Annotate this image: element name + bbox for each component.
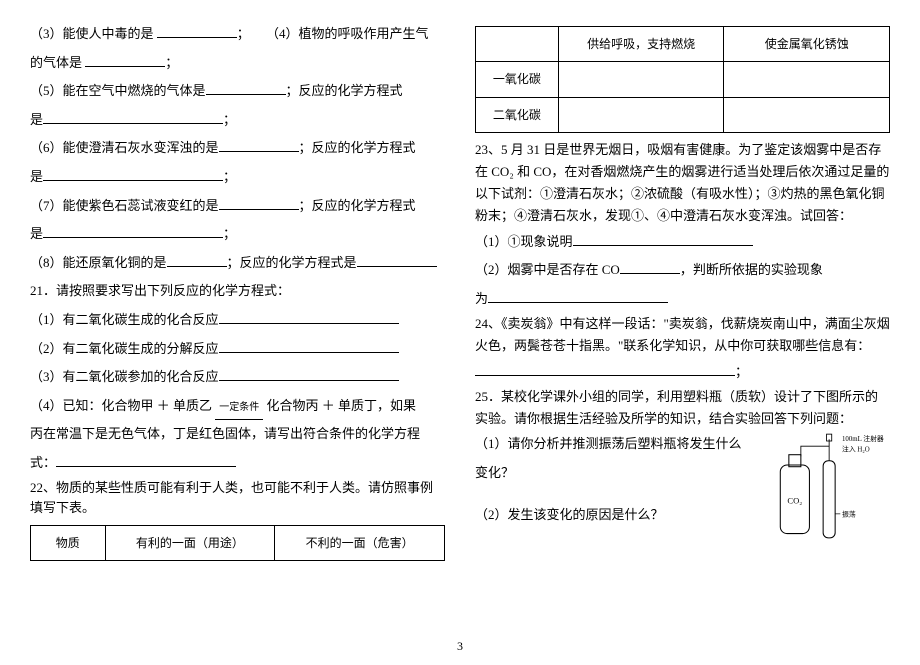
rt-h2: 使金属氧化锈蚀 bbox=[724, 27, 890, 62]
q7b-text: ；反应的化学方程式 bbox=[299, 198, 416, 213]
left-table: 物质 有利的一面（用途） 不利的一面（危害） bbox=[30, 525, 445, 561]
rt-h1: 供给呼吸，支持燃烧 bbox=[558, 27, 724, 62]
q25-text: 25．某校化学课外小组的同学，利用塑料瓶（质软）设计了下图所示的实验。请你根据生… bbox=[475, 386, 890, 430]
rt-r2c2[interactable] bbox=[558, 97, 724, 132]
q7-text: （7）能使紫色石蕊试液变红的是 bbox=[30, 198, 219, 213]
q8-eq-blank[interactable] bbox=[357, 254, 437, 267]
lt-h3: 不利的一面（危害） bbox=[275, 526, 445, 561]
q8-text: （8）能还原氧化铜的是 bbox=[30, 255, 167, 270]
q8b-text: ；反应的化学方程式是 bbox=[227, 255, 357, 270]
q21-3-blank[interactable] bbox=[219, 368, 399, 381]
q4b-text: 的气体是 bbox=[30, 55, 82, 70]
q7-is: 是 bbox=[30, 226, 43, 241]
q5b-text: ；反应的化学方程式 bbox=[286, 83, 403, 98]
rt-r1: 一氧化碳 bbox=[476, 62, 559, 97]
q22-text: 22、物质的某些性质可能有利于人类，也可能不利于人类。请仿照事例填写下表。 bbox=[30, 478, 445, 520]
q23-2-blank2[interactable] bbox=[488, 290, 668, 303]
q23-2a-text: （2）烟雾中是否存在 CO bbox=[475, 262, 620, 277]
q23-2c-text: 为 bbox=[475, 291, 488, 306]
q7-eq-blank[interactable] bbox=[43, 225, 223, 238]
q23-2b-text: ，判断所依据的实验现象 bbox=[680, 262, 823, 277]
q21-3-text: （3）有二氧化碳参加的化合反应 bbox=[30, 369, 219, 384]
q21-4a-text: （4）已知：化合物甲 ＋ 单质乙 bbox=[30, 398, 212, 413]
q7-blank[interactable] bbox=[219, 197, 299, 210]
q5-is: 是 bbox=[30, 112, 43, 127]
q5-blank[interactable] bbox=[206, 82, 286, 95]
fig-co2: CO₂ bbox=[787, 496, 802, 506]
q6b-text: ；反应的化学方程式 bbox=[299, 140, 416, 155]
q4-blank[interactable] bbox=[85, 54, 165, 67]
q23-1-text: （1）①现象说明 bbox=[475, 234, 573, 249]
q3-text: （3）能使人中毒的是 bbox=[30, 26, 154, 41]
q3-blank[interactable] bbox=[157, 25, 237, 38]
q23-2-blank1[interactable] bbox=[620, 261, 680, 274]
q21-4b-text: 化合物丙 ＋ 单质丁，如果 bbox=[267, 398, 417, 413]
rt-r1c2[interactable] bbox=[558, 62, 724, 97]
q21-2-text: （2）有二氧化碳生成的分解反应 bbox=[30, 341, 219, 356]
fig-label3: 振荡 bbox=[842, 510, 856, 519]
q21-4-cond: 一定条件 bbox=[215, 397, 263, 420]
q8-blank[interactable] bbox=[167, 254, 227, 267]
page-number: 3 bbox=[457, 633, 463, 659]
q21-4-blank[interactable] bbox=[56, 454, 236, 467]
q6-blank[interactable] bbox=[219, 139, 299, 152]
fig-label2: 注入 H₂O bbox=[842, 445, 870, 454]
q21-title: 21．请按照要求写出下列反应的化学方程式： bbox=[30, 277, 445, 306]
lt-h2: 有利的一面（用途） bbox=[105, 526, 275, 561]
q21-1-text: （1）有二氧化碳生成的化合反应 bbox=[30, 312, 219, 327]
q21-4c-text: 丙在常温下是无色气体，丁是红色固体，请写出符合条件的化学方程 bbox=[30, 420, 445, 449]
q23-text: 23、5 月 31 日是世界无烟日，吸烟有害健康。为了鉴定该烟雾中是否存在 CO… bbox=[475, 139, 890, 227]
rt-r2c3[interactable] bbox=[724, 97, 890, 132]
q4-text: （4）植物的呼吸作用产生气 bbox=[266, 26, 429, 41]
q6-eq-blank[interactable] bbox=[43, 168, 223, 181]
right-table: 供给呼吸，支持燃烧 使金属氧化锈蚀 一氧化碳 二氧化碳 bbox=[475, 26, 890, 133]
q5-text: （5）能在空气中燃烧的气体是 bbox=[30, 83, 206, 98]
fig-label1: 100mL 注射器 bbox=[842, 434, 884, 443]
lt-h1: 物质 bbox=[31, 526, 106, 561]
q5-eq-blank[interactable] bbox=[43, 111, 223, 124]
q6-text: （6）能使澄清石灰水变浑浊的是 bbox=[30, 140, 219, 155]
rt-r1c3[interactable] bbox=[724, 62, 890, 97]
experiment-figure: CO₂ 100mL 注射器 注入 H₂O 振荡 bbox=[770, 430, 890, 571]
q6-is: 是 bbox=[30, 169, 43, 184]
q21-1-blank[interactable] bbox=[219, 311, 399, 324]
rt-r2: 二氧化碳 bbox=[476, 97, 559, 132]
q24-text: 24、《卖炭翁》中有这样一段话："卖炭翁，伐薪烧炭南山中，满面尘灰烟火色，两鬓苍… bbox=[475, 313, 890, 357]
q24-blank[interactable] bbox=[475, 363, 735, 376]
q23-1-blank[interactable] bbox=[573, 233, 753, 246]
q21-2-blank[interactable] bbox=[219, 340, 399, 353]
q21-4d-text: 式： bbox=[30, 455, 56, 470]
